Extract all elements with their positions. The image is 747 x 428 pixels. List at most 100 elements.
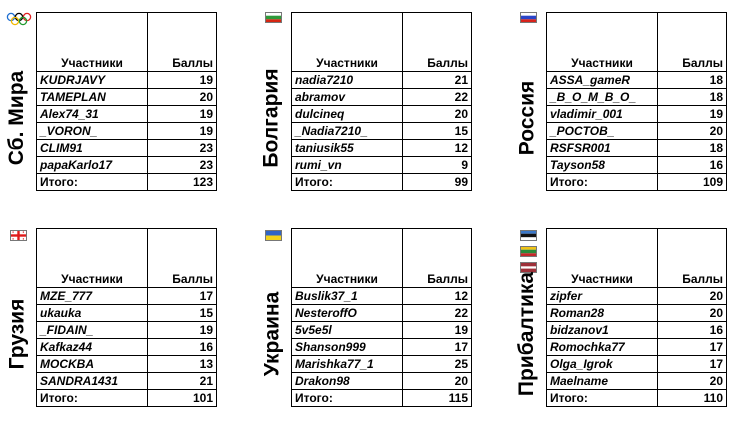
table-row: KUDRJAVY 19 — [36, 71, 217, 89]
scores-table: Участники Баллы Buslik37_1 12 NesteroffO 22… — [291, 228, 472, 407]
ukraine-flag-icon — [265, 230, 282, 241]
player-score: 15 — [402, 122, 472, 140]
player-name: nadia7210 — [291, 71, 403, 89]
scores-table: Участники Баллы ASSA_gameR 18 _B_O_M_B_O_ 1… — [546, 12, 727, 191]
player-name: _VORON_ — [36, 122, 148, 140]
player-score: 21 — [402, 71, 472, 89]
total-score: 115 — [402, 389, 472, 407]
team-name: Россия — [515, 80, 538, 156]
player-name: MOCKBA — [36, 355, 148, 373]
table-row: _FIDAIN_ 19 — [36, 321, 217, 339]
col-participants-header: Участники — [546, 12, 658, 72]
table-row: NesteroffO 22 — [291, 304, 472, 322]
total-row: Итого: 115 — [291, 389, 472, 407]
baltic-flags-icon — [520, 230, 537, 275]
table-row: ASSA_gameR 18 — [546, 71, 727, 89]
table-row: TAMEPLAN 20 — [36, 88, 217, 106]
player-name: RSFSR001 — [546, 139, 658, 157]
table-row: MOCKBA 13 — [36, 355, 217, 373]
table-row: 5v5e5l 19 — [291, 321, 472, 339]
team-panel-ukraine: Украина Участники Баллы Buslik37_1 12 Nest… — [260, 228, 507, 428]
scores-table: Участники Баллы KUDRJAVY 19 TAMEPLAN 20 Ale… — [36, 12, 217, 191]
table-row: papaKarlo17 23 — [36, 156, 217, 174]
table-row: Drakon98 20 — [291, 372, 472, 390]
player-name: TAMEPLAN — [36, 88, 148, 106]
col-points-header: Баллы — [147, 228, 217, 288]
total-row: Итого: 101 — [36, 389, 217, 407]
total-label: Итого: — [291, 173, 403, 191]
player-score: 19 — [147, 122, 217, 140]
player-name: Drakon98 — [291, 372, 403, 390]
player-score: 18 — [657, 71, 727, 89]
player-name: taniusik55 — [291, 139, 403, 157]
player-score: 17 — [147, 287, 217, 305]
total-label: Итого: — [546, 173, 658, 191]
table-row: Kafkaz44 16 — [36, 338, 217, 356]
player-name: Buslik37_1 — [291, 287, 403, 305]
player-name: Kafkaz44 — [36, 338, 148, 356]
total-row: Итого: 99 — [291, 173, 472, 191]
table-row: _B_O_M_B_O_ 18 — [546, 88, 727, 106]
player-score: 19 — [147, 105, 217, 123]
table-row: Maelname 20 — [546, 372, 727, 390]
player-name: papaKarlo17 — [36, 156, 148, 174]
bulgaria-flag-icon — [265, 12, 282, 23]
player-name: Alex74_31 — [36, 105, 148, 123]
table-row: Tayson58 16 — [546, 156, 727, 174]
player-score: 19 — [657, 105, 727, 123]
player-score: 23 — [147, 139, 217, 157]
team-name: Украина — [260, 291, 283, 377]
player-name: Romochka77 — [546, 338, 658, 356]
player-score: 17 — [657, 355, 727, 373]
team-panel-world: Сб. Мира Участники Баллы KUDRJAVY 19 TAMEP… — [5, 12, 252, 212]
total-label: Итого: — [546, 389, 658, 407]
table-row: Roman28 20 — [546, 304, 727, 322]
player-score: 22 — [402, 88, 472, 106]
scores-table: Участники Баллы MZE_777 17 ukauka 15 _FIDAI… — [36, 228, 217, 407]
player-score: 20 — [402, 105, 472, 123]
table-row: rumi_vn 9 — [291, 156, 472, 174]
player-score: 13 — [147, 355, 217, 373]
player-score: 20 — [657, 287, 727, 305]
table-row: ukauka 15 — [36, 304, 217, 322]
player-score: 21 — [147, 372, 217, 390]
total-score: 99 — [402, 173, 472, 191]
table-row: zipfer 20 — [546, 287, 727, 305]
player-score: 16 — [147, 338, 217, 356]
table-row: Olga_Igrok 17 — [546, 355, 727, 373]
player-name: Roman28 — [546, 304, 658, 322]
total-score: 109 — [657, 173, 727, 191]
player-name: MZE_777 — [36, 287, 148, 305]
player-score: 15 — [147, 304, 217, 322]
team-panel-georgia: Грузия Участники Баллы MZE_777 17 ukauka 15… — [5, 228, 252, 428]
table-row: CLIM91 23 — [36, 139, 217, 157]
table-row: SANDRA1431 21 — [36, 372, 217, 390]
table-row: dulcineq 20 — [291, 105, 472, 123]
team-name: Болгария — [260, 68, 283, 168]
table-row: bidzanov1 16 — [546, 321, 727, 339]
player-score: 17 — [657, 338, 727, 356]
player-name: rumi_vn — [291, 156, 403, 174]
player-name: abramov — [291, 88, 403, 106]
col-points-header: Баллы — [657, 228, 727, 288]
player-name: SANDRA1431 — [36, 372, 148, 390]
table-row: Romochka77 17 — [546, 338, 727, 356]
player-score: 20 — [402, 372, 472, 390]
player-score: 22 — [402, 304, 472, 322]
player-name: bidzanov1 — [546, 321, 658, 339]
player-name: Tayson58 — [546, 156, 658, 174]
player-name: _POCTOB_ — [546, 122, 658, 140]
total-row: Итого: 123 — [36, 173, 217, 191]
team-panel-bulgaria: Болгария Участники Баллы nadia7210 21 abra… — [260, 12, 507, 212]
col-participants-header: Участники — [36, 12, 148, 72]
player-name: CLIM91 — [36, 139, 148, 157]
col-participants-header: Участники — [291, 12, 403, 72]
total-label: Итого: — [291, 389, 403, 407]
table-row: Shanson999 17 — [291, 338, 472, 356]
table-row: Buslik37_1 12 — [291, 287, 472, 305]
player-score: 20 — [657, 304, 727, 322]
team-panel-baltic: Прибалтика Участники Баллы zipfer 20 Roman… — [515, 228, 747, 428]
col-participants-header: Участники — [36, 228, 148, 288]
table-row: MZE_777 17 — [36, 287, 217, 305]
player-score: 20 — [657, 372, 727, 390]
